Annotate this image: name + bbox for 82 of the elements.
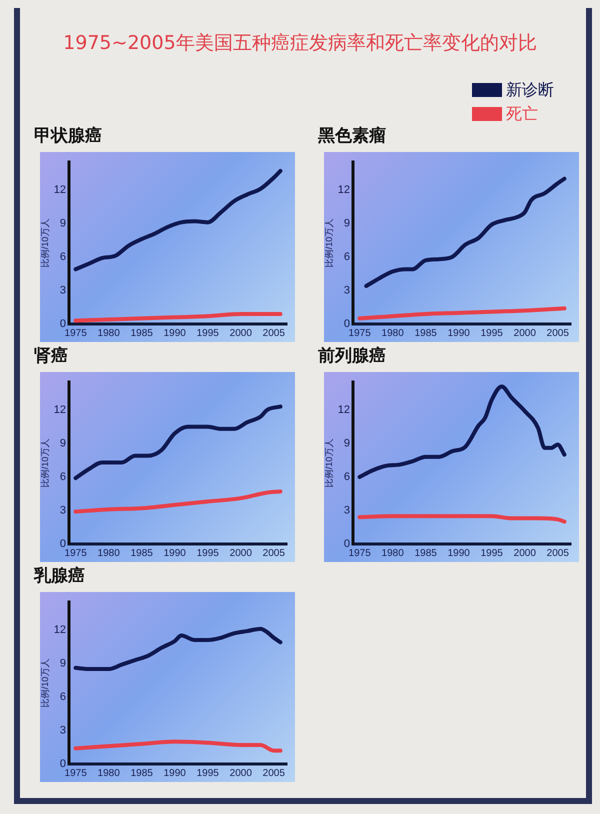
- x-tick-label: 1990: [448, 328, 470, 339]
- y-tick-label: 3: [60, 284, 66, 297]
- y-tick-label: 0: [60, 538, 66, 550]
- x-tick-label: 1995: [196, 548, 220, 559]
- x-tick-label: 1995: [480, 548, 504, 559]
- y-tick-label: 6: [60, 690, 66, 703]
- line-series: [74, 404, 282, 480]
- y-tick-label: 3: [344, 284, 350, 297]
- x-tick-label: 1985: [130, 768, 154, 779]
- legend-label: 新诊断: [506, 80, 554, 100]
- x-tick-label: 1980: [98, 328, 120, 339]
- y-axis-title: 比例/10万人: [324, 218, 334, 268]
- y-tick-label: 12: [54, 624, 66, 636]
- chart-title: 前列腺癌: [318, 345, 387, 368]
- y-tick-label: 0: [344, 538, 350, 550]
- y-tick-label: 9: [60, 657, 66, 670]
- y-tick-label: 3: [60, 724, 66, 737]
- line-series: [364, 176, 566, 288]
- line-series: [74, 626, 282, 672]
- x-tick-label: 1990: [448, 548, 470, 559]
- x-tick-label: 2000: [514, 548, 536, 559]
- y-tick-label: 0: [344, 318, 350, 330]
- x-tick-label: 1980: [382, 548, 404, 559]
- x-tick-label: 2005: [262, 768, 286, 779]
- line-series: [358, 384, 566, 479]
- chart-title: 甲状腺癌: [34, 125, 103, 148]
- x-tick-label: 1985: [414, 328, 438, 339]
- y-tick-label: 12: [54, 184, 66, 196]
- y-tick-label: 9: [344, 437, 350, 450]
- x-tick-label: 1995: [480, 328, 504, 339]
- y-tick-label: 9: [60, 437, 66, 450]
- x-tick-label: 1975: [348, 328, 372, 339]
- y-tick-label: 0: [60, 758, 66, 770]
- x-tick-label: 2005: [546, 548, 570, 559]
- legend-label: 死亡: [506, 104, 538, 124]
- x-tick-label: 1985: [130, 548, 154, 559]
- x-tick-label: 1985: [414, 548, 438, 559]
- y-axis-title: 比例/10万人: [40, 658, 50, 708]
- x-tick-label: 2005: [262, 328, 286, 339]
- x-tick-label: 1980: [98, 548, 120, 559]
- y-tick-label: 6: [344, 250, 350, 263]
- line-series: [358, 306, 566, 320]
- y-tick-label: 3: [344, 504, 350, 517]
- line-series: [74, 489, 282, 514]
- x-tick-label: 2000: [230, 768, 252, 779]
- x-tick-label: 2005: [262, 548, 286, 559]
- x-tick-label: 1995: [196, 768, 220, 779]
- chart-title: 乳腺癌: [34, 565, 86, 588]
- text: 1975~2005年美国五种癌症发病率和死亡率变化的对比: [62, 31, 538, 56]
- y-tick-label: 9: [344, 217, 350, 230]
- x-tick-label: 1975: [64, 548, 88, 559]
- line-series: [74, 168, 282, 272]
- y-tick-label: 12: [338, 404, 350, 416]
- y-axis-title: 比例/10万人: [40, 438, 50, 488]
- x-tick-label: 1990: [164, 548, 186, 559]
- x-tick-label: 1990: [164, 768, 186, 779]
- x-tick-label: 1975: [348, 548, 372, 559]
- line-series: [74, 740, 282, 753]
- y-tick-label: 9: [60, 217, 66, 230]
- y-axis-title: 比例/10万人: [40, 218, 50, 268]
- x-tick-label: 2000: [230, 548, 252, 559]
- line-series: [74, 312, 282, 323]
- x-tick-label: 2005: [546, 328, 570, 339]
- x-tick-label: 2000: [514, 328, 536, 339]
- chart-title: 黑色素瘤: [318, 125, 387, 148]
- x-tick-label: 1995: [196, 328, 220, 339]
- y-tick-label: 6: [60, 470, 66, 483]
- y-tick-label: 3: [60, 504, 66, 517]
- x-tick-label: 1990: [164, 328, 186, 339]
- x-tick-label: 1975: [64, 328, 88, 339]
- x-tick-label: 1985: [130, 328, 154, 339]
- chart-title: 肾癌: [34, 345, 69, 368]
- y-tick-label: 0: [60, 318, 66, 330]
- x-tick-label: 1975: [64, 768, 88, 779]
- x-tick-label: 1980: [98, 768, 120, 779]
- x-tick-label: 2000: [230, 328, 252, 339]
- y-axis-title: 比例/10万人: [324, 438, 334, 488]
- y-tick-label: 6: [60, 250, 66, 263]
- y-tick-label: 12: [338, 184, 350, 196]
- y-tick-label: 6: [344, 470, 350, 483]
- x-tick-label: 1980: [382, 328, 404, 339]
- y-tick-label: 12: [54, 404, 66, 416]
